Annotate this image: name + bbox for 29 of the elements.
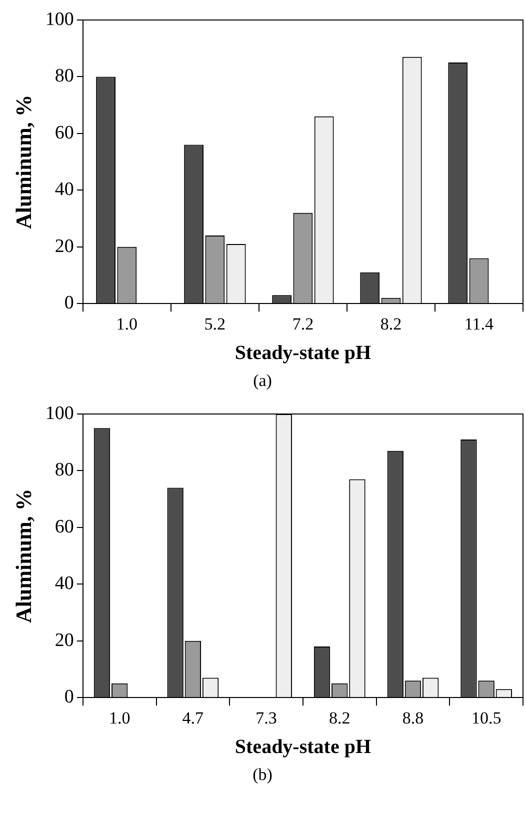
x-tick-label: 8.2	[329, 708, 350, 728]
y-tick-label: 100	[45, 402, 74, 424]
x-axis-title: Steady-state pH	[234, 342, 372, 364]
x-tick-label: 7.2	[292, 314, 314, 334]
y-axis-title: Aluminum, %	[10, 94, 36, 230]
x-tick-label: 4.7	[182, 708, 204, 728]
y-tick-label: 100	[45, 8, 74, 30]
y-tick-label: 80	[54, 66, 74, 87]
x-tick-label: 7.3	[256, 708, 277, 728]
y-tick-label: 60	[54, 122, 74, 144]
y-tick-label: 40	[54, 179, 74, 200]
x-axis-title: Steady-state pH	[234, 736, 372, 758]
x-tick-label: 5.2	[204, 314, 226, 334]
x-tick-label: 8.8	[402, 708, 424, 728]
y-tick-label: 20	[54, 630, 74, 651]
y-tick-label: 60	[54, 516, 74, 538]
x-tick-label: 1.0	[116, 314, 138, 334]
text: (b)	[252, 764, 274, 786]
y-tick-label: 20	[54, 236, 74, 257]
text: (a)	[252, 370, 273, 392]
x-tick-label: 8.2	[380, 314, 402, 334]
y-tick-label: 40	[54, 573, 74, 594]
x-tick-label: 11.4	[464, 314, 494, 334]
x-tick-label: 1.0	[108, 708, 130, 728]
x-tick-label: 10.5	[471, 708, 502, 728]
y-tick-label: 0	[64, 686, 74, 708]
y-axis-title: Aluminum, %	[10, 488, 36, 624]
y-tick-label: 80	[54, 460, 74, 481]
y-tick-label: 0	[64, 292, 74, 314]
